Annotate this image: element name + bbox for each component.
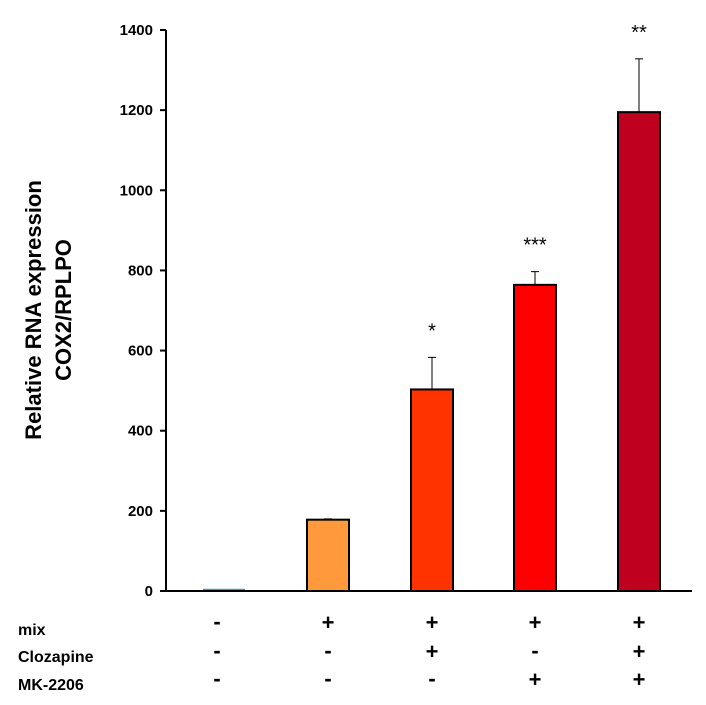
bar [513,283,557,592]
y-tick-label: 200 [128,503,153,520]
condition-sign: + [426,639,439,664]
y-tick-label: 400 [128,423,153,440]
y-axis-label-line2: COX2/RPLPO [51,239,76,381]
bar [306,518,350,592]
y-tick-label: 1400 [120,22,153,39]
condition-sign: - [531,638,538,663]
condition-label: Clozapine [18,649,94,666]
bar [617,111,661,593]
condition-sign: - [213,666,220,691]
y-tick-label: 1000 [120,182,153,199]
y-tick-label: 800 [128,262,153,279]
condition-sign: - [213,609,220,634]
condition-sign: - [324,666,331,691]
condition-sign: + [633,610,646,635]
condition-sign: + [426,610,439,635]
condition-sign: + [633,667,646,692]
condition-sign: - [324,638,331,663]
bar [410,388,454,592]
condition-sign: + [529,610,542,635]
y-tick-label: 0 [145,583,153,600]
y-tick-label: 1200 [120,102,153,119]
condition-sign: + [322,610,335,635]
significance-label: ** [631,22,647,44]
significance-label: * [428,320,436,342]
condition-sign: - [428,666,435,691]
y-axis-label-line1: Relative RNA expression [21,180,46,440]
bar [203,588,245,591]
condition-sign: + [529,667,542,692]
condition-label: mix [18,622,46,639]
condition-sign: - [213,638,220,663]
condition-label: MK-2206 [18,677,84,694]
y-tick-label: 600 [128,343,153,360]
condition-sign: + [633,639,646,664]
significance-label: *** [523,235,547,257]
